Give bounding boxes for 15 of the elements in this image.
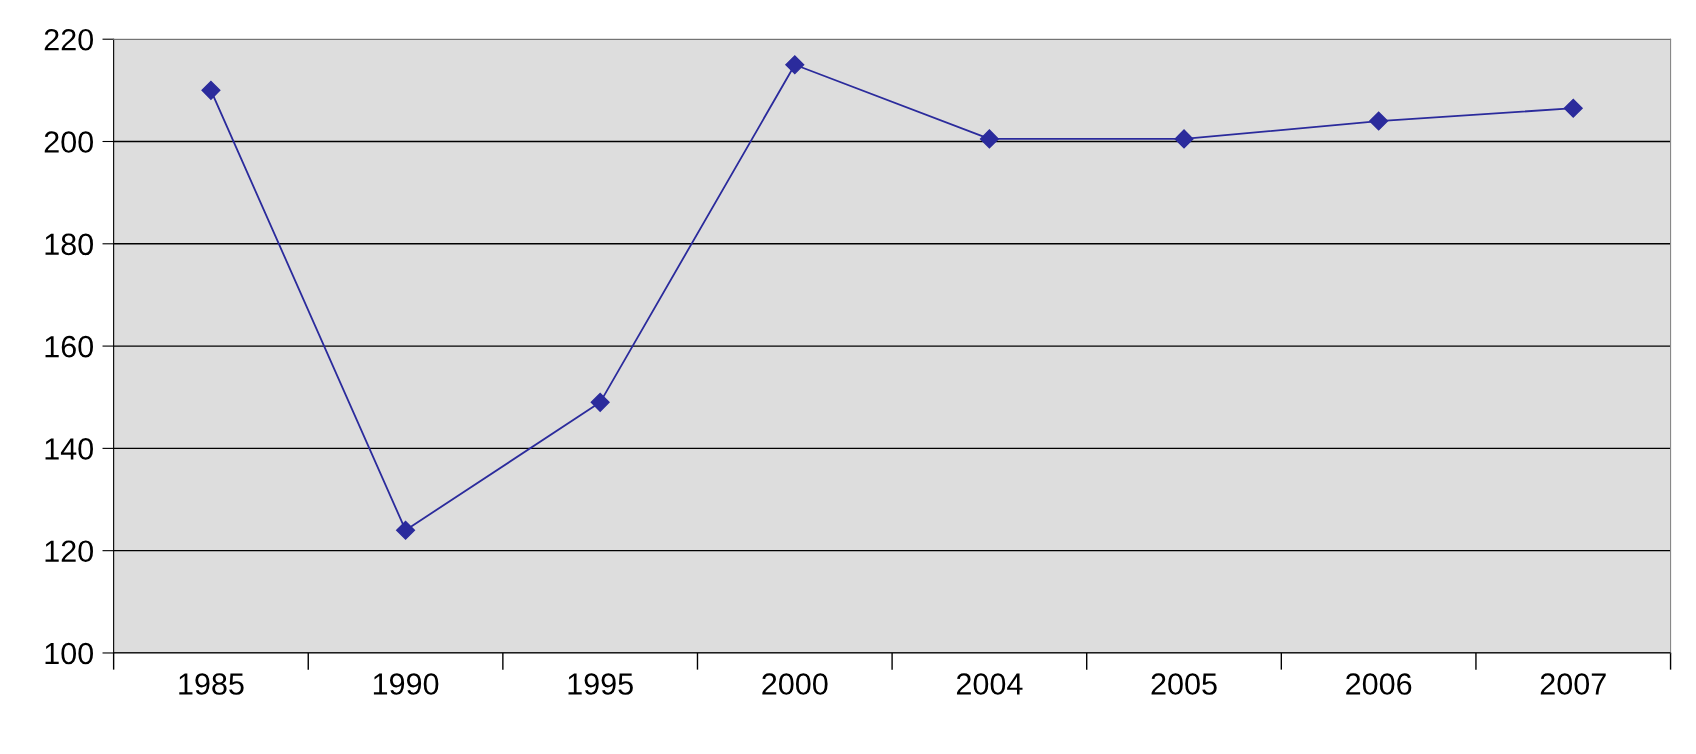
y-tick-label: 160	[45, 335, 93, 358]
y-tick-label: 220	[44, 28, 93, 51]
y-tick-label: 200	[44, 131, 93, 153]
y-tick-label: 180	[45, 233, 93, 256]
x-tick-label: 2000	[762, 673, 828, 695]
y-tick-label: 140	[45, 438, 93, 460]
x-tick-label: 2005	[1151, 673, 1217, 695]
y-tick-label: 120	[45, 540, 93, 563]
x-tick-label: 1985	[179, 673, 244, 695]
x-tick-label: 1995	[568, 673, 633, 695]
y-tick-label: 100	[45, 642, 93, 665]
x-tick-label: 2007	[1540, 673, 1606, 695]
x-tick-label: 2006	[1346, 673, 1412, 695]
x-tick-label: 1990	[373, 673, 439, 695]
x-tick-label: 2004	[956, 673, 1023, 695]
